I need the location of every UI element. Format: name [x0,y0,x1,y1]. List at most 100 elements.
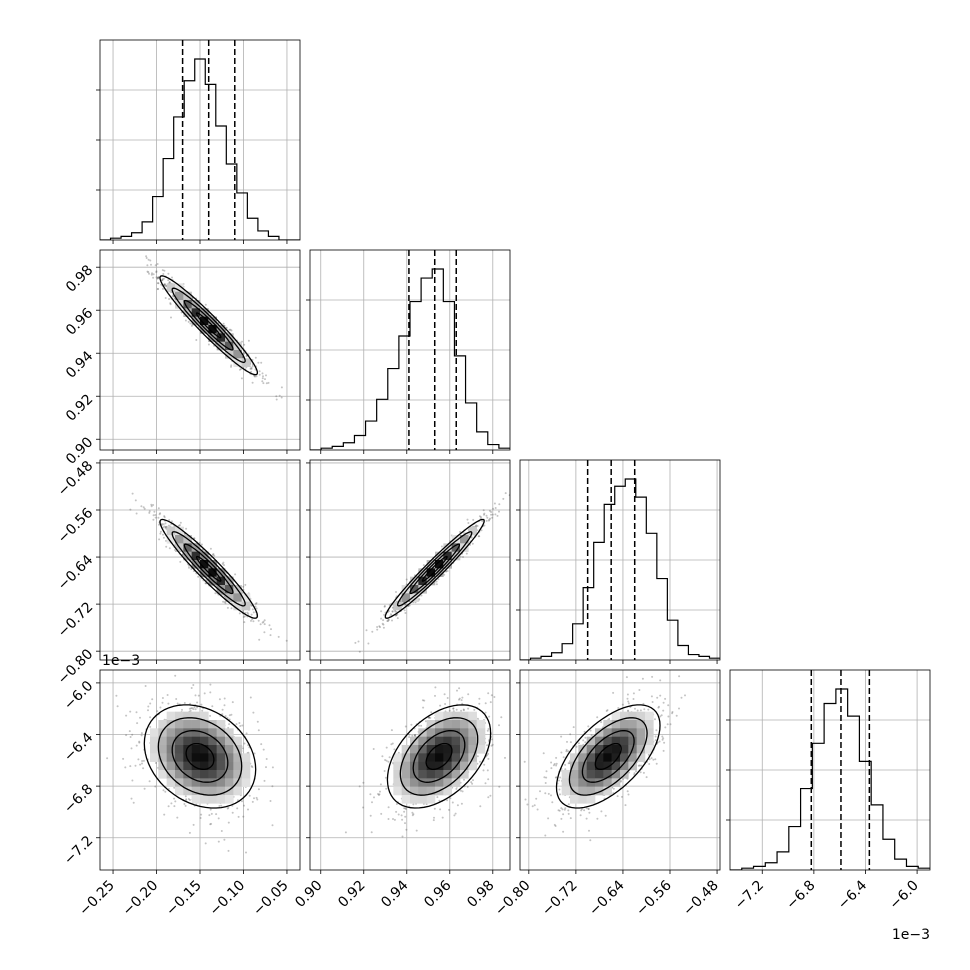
sample-point [174,674,177,677]
sample-point [161,697,164,699]
sample-point [131,733,134,736]
contour-line [159,275,259,376]
density-cell [175,778,184,787]
density-cell [158,736,167,746]
sample-point [486,754,489,757]
sample-point [116,705,119,708]
sample-point [379,626,381,629]
sample-point [376,626,379,628]
density-cell [208,728,217,737]
density-cell [216,720,226,729]
sample-point [200,543,203,546]
sample-point [487,778,490,781]
density-cell [191,786,201,796]
sample-point [462,709,465,712]
sample-point [200,813,203,816]
sample-point [405,808,407,810]
sample-point [451,801,454,804]
sample-point [370,831,373,834]
density-cell [451,736,461,746]
sample-point [439,808,442,811]
sample-point [383,605,386,607]
density-cell [426,728,436,737]
sample-point [195,339,198,341]
density-cell [191,728,201,737]
sample-point [211,553,214,556]
sample-point [137,758,140,761]
sample-point [487,796,490,799]
density-cell [418,761,427,771]
x-tick-label: −0.10 [207,878,249,920]
sample-point [251,618,254,621]
sample-point [466,518,469,521]
sample-point [138,740,141,743]
sample-point [161,269,164,272]
sample-point [159,706,162,709]
sample-point [243,615,246,618]
density-cell [216,786,226,796]
density-cell [200,316,209,326]
density-cell [208,325,217,334]
sample-point [147,709,149,712]
sample-point [146,270,149,273]
sample-point [357,640,360,643]
sample-point [489,701,492,704]
sample-point [491,738,493,741]
sample-point [411,811,414,814]
sample-point [156,277,159,280]
sample-point [404,822,406,825]
sample-point [153,510,156,513]
sample-point [244,583,247,586]
density-cell [443,778,452,787]
sample-point [220,804,223,807]
density-cell [166,761,176,771]
sample-point [142,506,145,509]
density-cell [435,778,444,787]
density-cell [435,753,444,762]
sample-point [263,779,266,782]
sample-point [241,747,244,750]
sample-point [256,798,259,801]
density-cell [401,585,411,594]
sample-point [514,708,516,710]
sample-point [458,698,460,701]
panel-frame [309,459,511,661]
sample-point [267,381,270,384]
sample-point [427,716,430,719]
density-cell [410,745,419,754]
scatter-panel-2-0 [100,460,300,660]
density-cell [241,358,251,367]
sample-point [258,370,261,373]
sample-point [204,842,207,845]
sample-point [192,708,195,711]
sample-point [420,724,423,727]
sample-point [491,516,494,519]
sample-point [238,612,241,615]
sample-point [480,529,483,532]
sample-point [245,355,248,358]
density-cell [216,778,226,787]
sample-point [250,613,253,616]
sample-point [242,585,245,588]
sample-point [141,760,144,762]
sample-point [164,297,167,299]
density-cell [393,786,402,796]
sample-point [379,783,382,786]
sample-point [483,513,485,516]
sample-point [165,526,168,529]
density-cell [183,300,192,309]
density-cell [158,761,167,771]
density-cell [451,778,461,787]
sample-point [487,728,490,730]
sample-point [400,814,403,817]
sample-point [191,707,194,710]
sample-point [384,776,387,779]
density-cell [175,753,184,762]
density-cell [460,761,469,771]
sample-point [168,281,171,284]
sample-point [247,751,250,754]
sample-point [173,786,176,789]
y-tick-label: −6.8 [61,781,96,816]
sample-point [168,281,171,283]
sample-point [391,619,393,622]
